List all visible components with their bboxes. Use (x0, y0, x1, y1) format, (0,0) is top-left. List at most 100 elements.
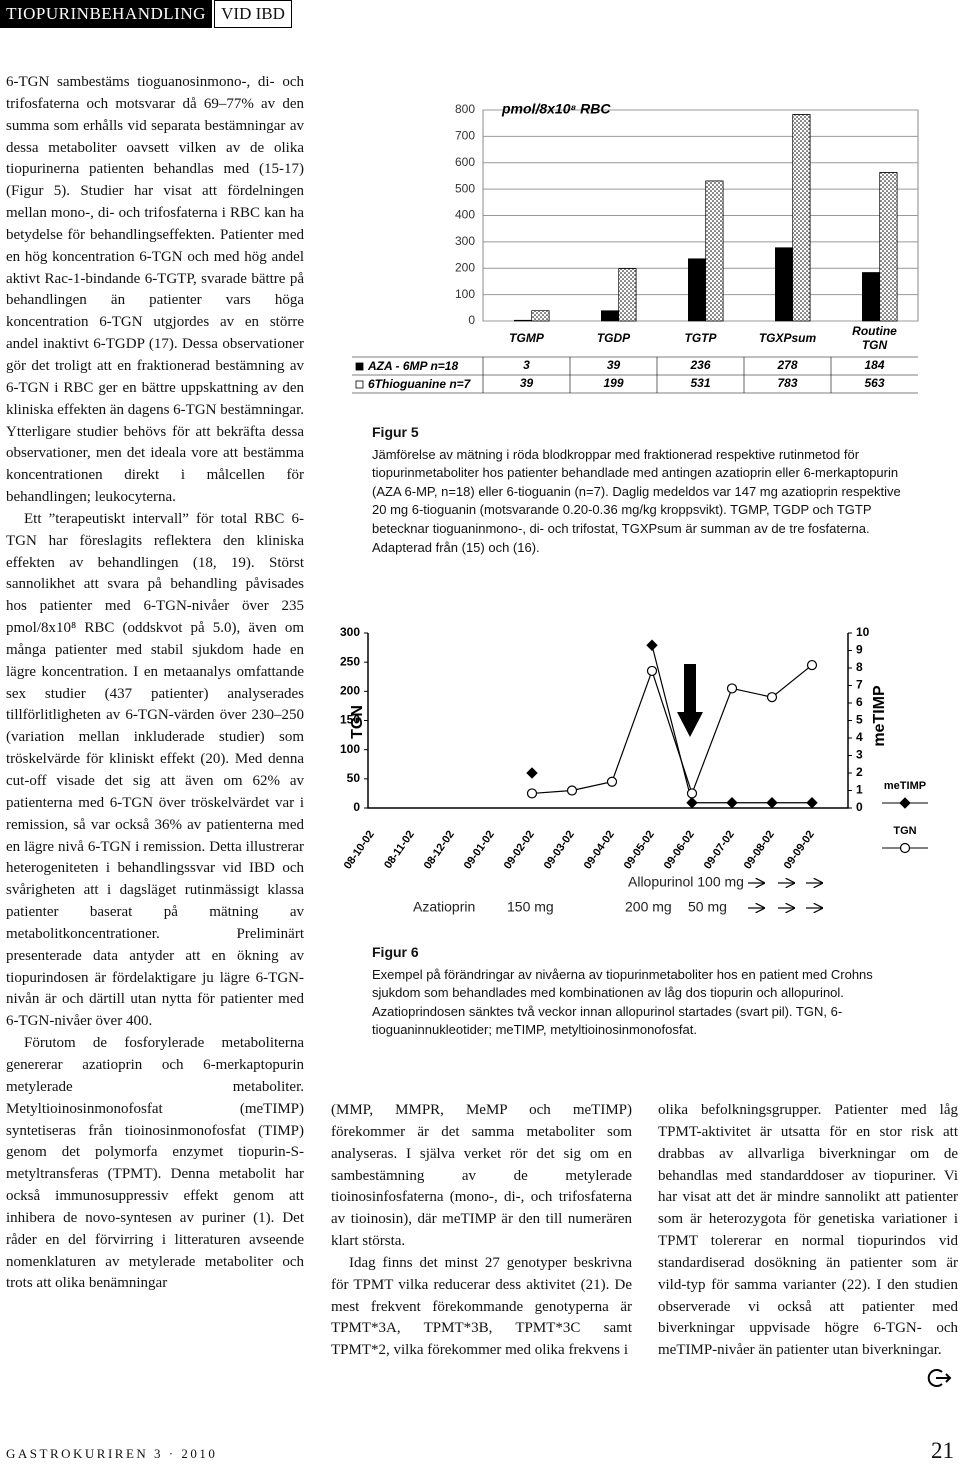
y-tick-label: 700 (455, 129, 475, 143)
y2-tick-label: 1 (856, 783, 863, 797)
marker (606, 776, 618, 787)
marker (806, 659, 818, 671)
x-tick-label: 09-05-02 (622, 829, 657, 872)
figure-label: Figur 5 (372, 424, 419, 440)
left-column: 6-TGN sambestäms tioguanosinmono-, di- o… (6, 72, 304, 1295)
continue-icon (927, 1369, 952, 1387)
marker (646, 665, 658, 677)
marker (766, 797, 778, 809)
table-value: 199 (603, 376, 623, 390)
marker (646, 639, 658, 651)
marker (766, 692, 778, 703)
bar-pattern (879, 172, 898, 322)
header-subsection: VID IBD (214, 0, 292, 28)
paragraph: olika befolkningsgrupper. Patienter med … (658, 1102, 958, 1359)
arrows (748, 883, 822, 908)
x-tick-label: 09-07-02 (702, 829, 737, 872)
y-tick-label: 300 (340, 625, 360, 639)
series-line (531, 664, 813, 796)
legend-label: meTIMP (884, 780, 926, 792)
x-tick-label: 09-08-02 (742, 829, 777, 872)
x-tick-label: 08-10-02 (342, 829, 377, 872)
marker (686, 788, 698, 799)
legend-swatch (355, 380, 364, 389)
x-tick-label: 08-11-02 (382, 829, 417, 871)
y2-tick-label: 5 (856, 713, 863, 727)
right-column: olika befolkningsgrupper. Patienter med … (658, 1100, 958, 1362)
y-tick-label: 600 (455, 155, 475, 169)
bar-pattern (618, 268, 637, 322)
y-tick-label: 500 (455, 181, 475, 195)
y-tick-label: 250 (340, 654, 360, 668)
table-value: 531 (690, 376, 710, 390)
bar (601, 310, 620, 322)
table-value: 783 (777, 376, 797, 390)
chart-title: pmol/8x10⁸ RBC (501, 101, 611, 117)
caption-text: Exempel på förändringar av nivåerna av t… (372, 966, 873, 1038)
y-tick-label: 0 (468, 313, 475, 327)
marker (526, 767, 538, 779)
table-value: 3 (523, 358, 530, 372)
x-tick-label: 08-12-02 (422, 829, 457, 872)
bar (514, 319, 533, 322)
bar (862, 272, 881, 322)
y-tick-label: 50 (347, 771, 361, 785)
y2-tick-label: 9 (856, 643, 863, 657)
y-tick-label: 300 (455, 234, 475, 248)
marker (726, 683, 738, 694)
paragraph: Förutom de fosforylerade metaboliterna g… (6, 1035, 304, 1292)
annotation: Allopurinol 100 mg (628, 874, 744, 890)
y2-tick-label: 4 (856, 730, 863, 744)
y-tick-label: 100 (455, 287, 475, 301)
bar-pattern (705, 180, 724, 322)
bar-pattern (531, 310, 550, 322)
legend-label: 6Thioguanine n=7 (368, 377, 472, 391)
x-tick-label: TGDP (597, 331, 631, 345)
legend-marker (899, 797, 911, 809)
annotation: Azatioprin (413, 899, 475, 915)
x-tick-label: 09-01-02 (462, 829, 497, 872)
y-tick-label: 200 (340, 684, 360, 698)
paragraph: (MMP, MMPR, MeMP och meTIMP) förekommer … (331, 1102, 632, 1250)
x-tick-label: TGXPsum (759, 331, 817, 345)
x-tick-label: 09-02-02 (502, 829, 537, 872)
y2-tick-label: 8 (856, 660, 863, 674)
bar (775, 247, 794, 322)
legend-label: TGN (893, 825, 916, 837)
y2-tick-label: 6 (856, 695, 863, 709)
marker (566, 785, 578, 796)
y2-tick-label: 2 (856, 765, 863, 779)
paragraph: Idag finns det minst 27 genotyper beskri… (331, 1254, 632, 1359)
x-tick-label: TGMP (509, 331, 545, 345)
table-value: 39 (607, 358, 621, 372)
annotation: 50 mg (688, 899, 727, 915)
marker (526, 788, 538, 799)
paragraph: Ett ”terapeutiskt intervall” för total R… (6, 510, 304, 1030)
x-tick-label: 09-04-02 (582, 829, 617, 872)
y2-tick-label: 3 (856, 748, 863, 762)
table-value: 278 (776, 358, 797, 372)
header-section: TIOPURINBEHANDLING (0, 0, 212, 28)
middle-column: (MMP, MMPR, MeMP och meTIMP) förekommer … (331, 1100, 632, 1362)
x-tick-label: TGTP (685, 331, 718, 345)
table-value: 563 (864, 376, 884, 390)
y-tick-label: 100 (340, 742, 360, 756)
y-tick-label: 200 (455, 260, 475, 274)
y-tick-label: 400 (455, 208, 475, 222)
marker (726, 797, 738, 809)
table-value: 184 (864, 358, 884, 372)
y2-tick-label: 0 (856, 800, 863, 814)
x-tick-label: 09-03-02 (542, 829, 577, 872)
y-tick-label: 150 (340, 713, 360, 727)
legend-marker (899, 842, 911, 854)
marker (806, 797, 818, 809)
legend-label: AZA - 6MP n=18 (367, 359, 458, 373)
caption-text: Jämförelse av mätning i röda blodkroppar… (372, 446, 901, 555)
y-tick-label: 0 (353, 800, 360, 814)
y2-tick-label: 10 (856, 625, 870, 639)
y-tick-label: 800 (455, 102, 475, 116)
x-tick-label: 09-09-02 (782, 829, 817, 872)
y2-axis-title: meTIMP (871, 685, 888, 747)
legend-swatch (355, 362, 364, 371)
